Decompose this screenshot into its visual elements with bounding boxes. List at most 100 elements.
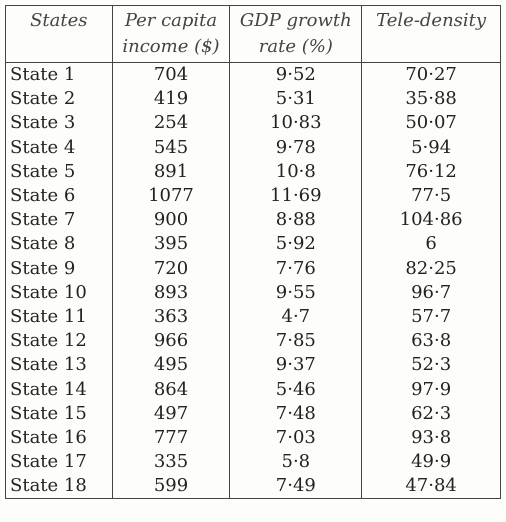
state-cell: State 18 xyxy=(5,474,113,500)
state-cell: State 17 xyxy=(5,450,113,475)
table-row: State 10 893 9·55 96·7 xyxy=(5,280,501,305)
table-row: State 15 497 7·48 62·3 xyxy=(5,401,501,426)
column-header: GDP growth rate (%) xyxy=(229,5,363,63)
table-row: State 6 1077 11·69 77·5 xyxy=(5,183,501,209)
table-row: State 4 545 9·78 5·94 xyxy=(5,135,501,160)
table-row: State 7 900 8·88 104·86 xyxy=(5,208,501,233)
value-cell: 966 xyxy=(111,329,231,354)
value-cell: 363 xyxy=(111,304,231,330)
table-row: State 9 720 7·76 82·25 xyxy=(5,256,501,281)
value-cell: 891 xyxy=(111,159,231,184)
value-cell: 599 xyxy=(111,474,231,500)
table-row: State 8 395 5·92 6 xyxy=(5,232,501,257)
value-cell: 76·12 xyxy=(361,159,501,184)
state-cell: State 2 xyxy=(5,87,113,112)
table-row: State 11 363 4·7 57·7 xyxy=(5,304,501,330)
value-cell: 5·8 xyxy=(229,450,363,475)
state-cell: State 1 xyxy=(5,62,113,88)
value-cell: 395 xyxy=(111,232,231,257)
value-cell: 77·5 xyxy=(361,183,501,209)
state-cell: State 3 xyxy=(5,111,113,136)
state-cell: State 4 xyxy=(5,135,113,160)
table-row: State 12 966 7·85 63·8 xyxy=(5,329,501,354)
value-cell: 62·3 xyxy=(361,401,501,426)
value-cell: 7·76 xyxy=(229,256,363,281)
value-cell: 7·49 xyxy=(229,474,363,500)
value-cell: 254 xyxy=(111,111,231,136)
state-cell: State 7 xyxy=(5,208,113,233)
value-cell: 5·94 xyxy=(361,135,501,160)
column-header: Per capita income ($) xyxy=(111,5,231,63)
table-row: State 16 777 7·03 93·8 xyxy=(5,425,501,450)
value-cell: 5·46 xyxy=(229,377,363,402)
state-cell: State 9 xyxy=(5,256,113,281)
value-cell: 9·55 xyxy=(229,280,363,305)
data-table: States Per capita income ($) GDP growth rate… xyxy=(5,5,501,500)
value-cell: 864 xyxy=(111,377,231,402)
value-cell: 419 xyxy=(111,87,231,112)
value-cell: 47·84 xyxy=(361,474,501,500)
column-header: Tele-density xyxy=(361,5,501,63)
value-cell: 63·8 xyxy=(361,329,501,354)
header-line: income ($) xyxy=(122,36,220,57)
header-line: Per capita xyxy=(124,10,218,31)
state-cell: State 10 xyxy=(5,280,113,305)
header-line: GDP growth xyxy=(239,10,352,31)
table-row: State 14 864 5·46 97·9 xyxy=(5,377,501,402)
state-cell: State 13 xyxy=(5,353,113,378)
value-cell: 335 xyxy=(111,450,231,475)
state-cell: State 6 xyxy=(5,183,113,209)
value-cell: 9·52 xyxy=(229,62,363,88)
header-row: States Per capita income ($) GDP growth rate… xyxy=(5,5,501,63)
state-cell: State 15 xyxy=(5,401,113,426)
state-cell: State 12 xyxy=(5,329,113,354)
value-cell: 497 xyxy=(111,401,231,426)
table-row: State 17 335 5·8 49·9 xyxy=(5,450,501,475)
header-line: rate (%) xyxy=(258,36,333,57)
table-row: State 2 419 5·31 35·88 xyxy=(5,87,501,112)
state-cell: State 11 xyxy=(5,304,113,330)
value-cell: 104·86 xyxy=(361,208,501,233)
value-cell: 97·9 xyxy=(361,377,501,402)
value-cell: 10·8 xyxy=(229,159,363,184)
state-cell: State 16 xyxy=(5,425,113,450)
header-line: States xyxy=(30,10,88,31)
value-cell: 1077 xyxy=(111,183,231,209)
value-cell: 545 xyxy=(111,135,231,160)
value-cell: 8·88 xyxy=(229,208,363,233)
value-cell: 4·7 xyxy=(229,304,363,330)
value-cell: 7·85 xyxy=(229,329,363,354)
table-row: State 3 254 10·83 50·07 xyxy=(5,111,501,136)
value-cell: 900 xyxy=(111,208,231,233)
state-cell: State 8 xyxy=(5,232,113,257)
value-cell: 96·7 xyxy=(361,280,501,305)
value-cell: 7·03 xyxy=(229,425,363,450)
value-cell: 5·92 xyxy=(229,232,363,257)
table-row: State 5 891 10·8 76·12 xyxy=(5,159,501,184)
value-cell: 5·31 xyxy=(229,87,363,112)
value-cell: 495 xyxy=(111,353,231,378)
value-cell: 720 xyxy=(111,256,231,281)
value-cell: 35·88 xyxy=(361,87,501,112)
value-cell: 9·37 xyxy=(229,353,363,378)
value-cell: 777 xyxy=(111,425,231,450)
value-cell: 93·8 xyxy=(361,425,501,450)
table-body: State 1 704 9·52 70·27 State 2 419 5·31 35·88 St… xyxy=(5,62,501,500)
table-row: State 18 599 7·49 47·84 xyxy=(5,474,501,500)
value-cell: 704 xyxy=(111,62,231,88)
value-cell: 70·27 xyxy=(361,62,501,88)
value-cell: 893 xyxy=(111,280,231,305)
table-row: State 13 495 9·37 52·3 xyxy=(5,353,501,378)
value-cell: 52·3 xyxy=(361,353,501,378)
state-cell: State 5 xyxy=(5,159,113,184)
value-cell: 10·83 xyxy=(229,111,363,136)
table-header: States Per capita income ($) GDP growth rate… xyxy=(5,5,501,63)
value-cell: 7·48 xyxy=(229,401,363,426)
value-cell: 50·07 xyxy=(361,111,501,136)
value-cell: 82·25 xyxy=(361,256,501,281)
state-cell: State 14 xyxy=(5,377,113,402)
value-cell: 9·78 xyxy=(229,135,363,160)
value-cell: 11·69 xyxy=(229,183,363,209)
header-line: Tele-density xyxy=(376,10,487,31)
